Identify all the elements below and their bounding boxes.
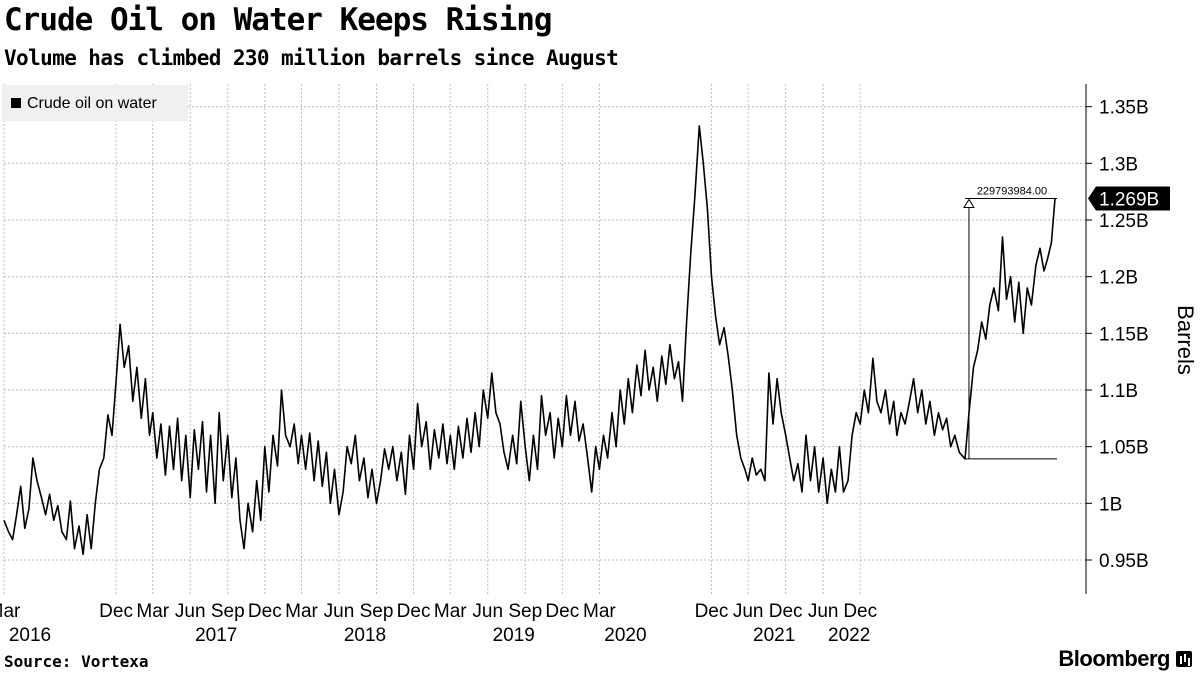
x-tick-label: Sep (211, 601, 245, 622)
series-line-crude-oil-on-water (3, 125, 1056, 556)
x-tick-label: Dec (397, 601, 431, 622)
x-tick-label: Dec (545, 601, 579, 622)
gridlines (3, 84, 1086, 594)
x-tick-label: Mar (0, 601, 21, 622)
x-tick-label: Jun (733, 601, 764, 622)
legend-label: Crude oil on water (27, 95, 158, 112)
y-tick-label: 1.15B (1099, 324, 1149, 345)
x-tick-label: Jun (808, 601, 839, 622)
x-tick-label: Mar (136, 601, 169, 622)
y-tick-label: 1.2B (1099, 268, 1138, 289)
x-tick-label: Mar (583, 601, 616, 622)
brand-name: Bloomberg (1058, 646, 1170, 671)
legend-box (2, 85, 188, 121)
annotation-arrow-head (963, 198, 975, 208)
x-tick-label: Jun (324, 601, 355, 622)
x-tick-label: Dec (843, 601, 877, 622)
legend-swatch (11, 98, 21, 108)
x-year-label: 2019 (493, 625, 535, 646)
y-axis-title: Barrels (1173, 305, 1198, 375)
annotation: 229793984.00 1.269B (963, 185, 1170, 460)
x-tick-label: Dec (248, 601, 282, 622)
x-tick-label: Jun (175, 601, 206, 622)
series-group (3, 125, 1056, 556)
x-year-label: 2016 (9, 625, 51, 646)
annotation-label: 229793984.00 (977, 185, 1047, 197)
y-axis: 0.95B 1B 1.05B 1.1B 1.15B 1.2B 1.25B 1.3B 1.35B B… (1085, 84, 1198, 594)
x-tick-label: Mar (434, 601, 467, 622)
x-year-label: 2022 (828, 625, 870, 646)
x-tick-label: Sep (508, 601, 542, 622)
y-tick-label: 1.05B (1099, 438, 1149, 459)
last-value-label: 1.269B (1099, 189, 1159, 210)
x-tick-label: Dec (99, 601, 133, 622)
x-tick-label: Dec (769, 601, 803, 622)
x-tick-label: Dec (695, 601, 729, 622)
bloomberg-terminal-icon (1176, 651, 1192, 667)
y-tick-label: 1.1B (1099, 381, 1138, 402)
last-value-badge (1088, 186, 1170, 211)
x-tick-label: Sep (360, 601, 394, 622)
x-year-label: 2017 (195, 625, 237, 646)
y-tick-label: 1B (1099, 494, 1122, 515)
chart-title: Crude Oil on Water Keeps Rising (4, 2, 553, 38)
x-tick-label: Jun (472, 601, 503, 622)
chart-subtitle: Volume has climbed 230 million barrels s… (4, 46, 619, 70)
x-year-label: 2018 (344, 625, 386, 646)
y-tick-label: 1.35B (1099, 98, 1149, 119)
x-year-label: 2021 (753, 625, 795, 646)
x-year-label: 2020 (604, 625, 646, 646)
y-tick-label: 0.95B (1099, 551, 1149, 572)
brand-logo: Bloomberg (1058, 646, 1192, 672)
x-axis: Mar2016DecMarJun2017SepDecMarJun2018SepD… (0, 601, 877, 646)
x-tick-label: Mar (285, 601, 318, 622)
y-tick-label: 1.25B (1099, 211, 1149, 232)
source-note: Source: Vortexa (4, 652, 149, 671)
legend: Crude oil on water (2, 85, 188, 121)
y-tick-label: 1.3B (1099, 154, 1138, 175)
